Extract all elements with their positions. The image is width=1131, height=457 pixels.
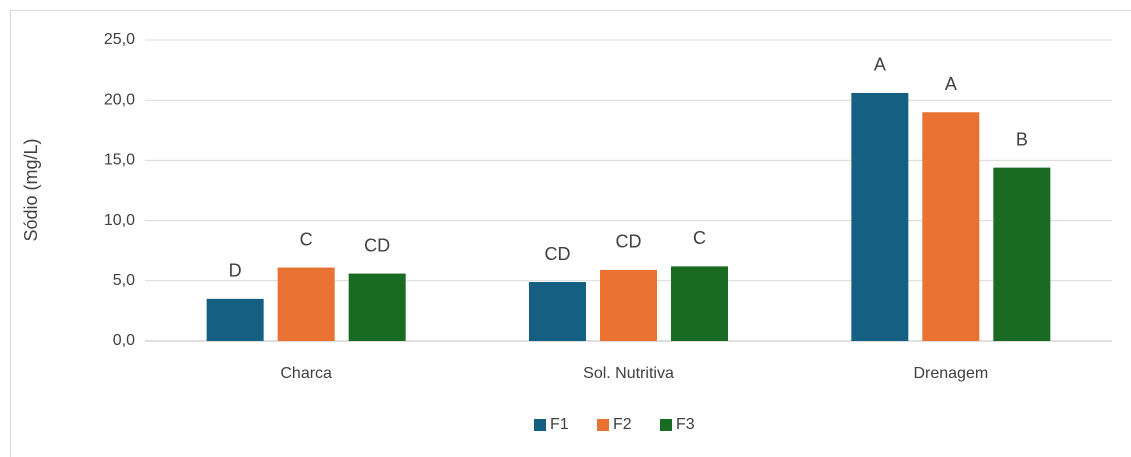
x-tick-label: Sol. Nutritiva xyxy=(583,365,674,382)
legend-label: F2 xyxy=(613,416,632,433)
bar xyxy=(600,269,657,341)
bar-annotation: C xyxy=(693,228,706,248)
legend-label: F3 xyxy=(676,416,695,433)
y-tick-label: 0,0 xyxy=(113,332,135,349)
bar-annotation: A xyxy=(945,74,957,94)
y-tick-label: 10,0 xyxy=(104,212,135,229)
y-tick-label: 25,0 xyxy=(104,31,135,48)
bar xyxy=(671,266,728,341)
bar xyxy=(851,92,909,341)
bar-annotation: CD xyxy=(364,235,390,255)
legend-swatch xyxy=(660,419,672,431)
bar xyxy=(206,298,264,341)
bar xyxy=(922,112,980,342)
bar-annotation: D xyxy=(229,261,242,281)
y-tick-label: 5,0 xyxy=(113,272,135,289)
bar xyxy=(993,167,1051,341)
legend-swatch xyxy=(597,419,609,431)
bar-annotation: B xyxy=(1016,129,1028,149)
bar xyxy=(529,282,586,341)
bar xyxy=(277,267,335,341)
y-axis-label: Sódio (mg/L) xyxy=(21,138,41,241)
y-tick-label: 20,0 xyxy=(104,91,135,108)
bar-annotation: C xyxy=(300,229,313,249)
legend-label: F1 xyxy=(550,416,569,433)
x-tick-label: Drenagem xyxy=(913,365,988,382)
y-tick-label: 15,0 xyxy=(104,152,135,169)
bar-annotation: CD xyxy=(545,244,571,264)
x-tick-label: Charca xyxy=(280,365,332,382)
bar-annotation: A xyxy=(874,55,886,75)
legend-swatch xyxy=(534,419,546,431)
bar xyxy=(348,273,406,341)
bar-annotation: CD xyxy=(616,232,642,252)
